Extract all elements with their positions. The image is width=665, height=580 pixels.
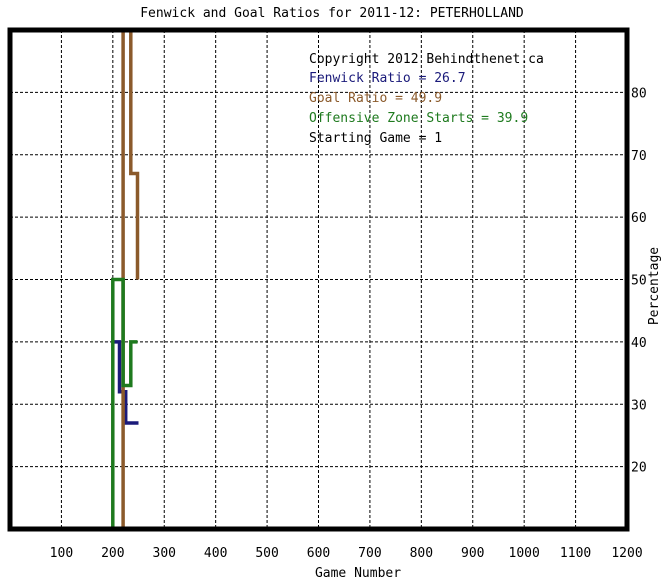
x-tick-label: 400	[204, 546, 227, 561]
goal-ratio-annotation: Goal Ratio = 49.9	[309, 91, 442, 106]
x-tick-label: 200	[101, 546, 124, 561]
y-tick-label: 40	[631, 336, 647, 351]
x-tick-label: 600	[307, 546, 330, 561]
x-tick-label: 100	[50, 546, 73, 561]
series-line-fenwick-ratio	[112, 340, 139, 425]
x-tick-label: 800	[410, 546, 433, 561]
plot-frame	[7, 27, 630, 532]
series-line-offensive-zone-starts	[111, 277, 138, 529]
x-tick-label: 1200	[611, 546, 642, 561]
x-tick-label: 700	[358, 546, 381, 561]
fenwick-ratio-annotation: Fenwick Ratio = 26.7	[309, 71, 466, 86]
starting-game-annotation: Starting Game = 1	[309, 131, 442, 146]
copyright-annotation: Copyright 2012 Behindthenet.ca	[309, 52, 544, 67]
y-tick-label: 20	[631, 461, 647, 476]
x-tick-label: 500	[255, 546, 278, 561]
y-tick-label: 30	[631, 398, 647, 413]
chart-legend: Copyright 2012 Behindthenet.ca Fenwick R…	[309, 52, 544, 146]
x-tick-label: 1000	[509, 546, 540, 561]
y-tick-label: 60	[631, 211, 647, 226]
y-tick-label: 80	[631, 86, 647, 101]
y-axis-label: Percentage	[647, 247, 662, 325]
x-tick-label: 300	[153, 546, 176, 561]
x-axis-ticks: 100 200 300 400 500 600 700 800 900 1000 1100 1200	[50, 546, 643, 561]
x-tick-label: 900	[461, 546, 484, 561]
offensive-zone-starts-annotation: Offensive Zone Starts = 39.9	[309, 111, 528, 126]
y-tick-label: 50	[631, 274, 647, 289]
chart-title: Fenwick and Goal Ratios for 2011-12: PET…	[140, 6, 524, 21]
x-axis-label: Game Number	[315, 566, 401, 580]
y-axis-ticks: 20 30 40 50 60 70 80	[631, 86, 647, 475]
y-tick-label: 70	[631, 149, 647, 164]
x-tick-label: 1100	[560, 546, 591, 561]
